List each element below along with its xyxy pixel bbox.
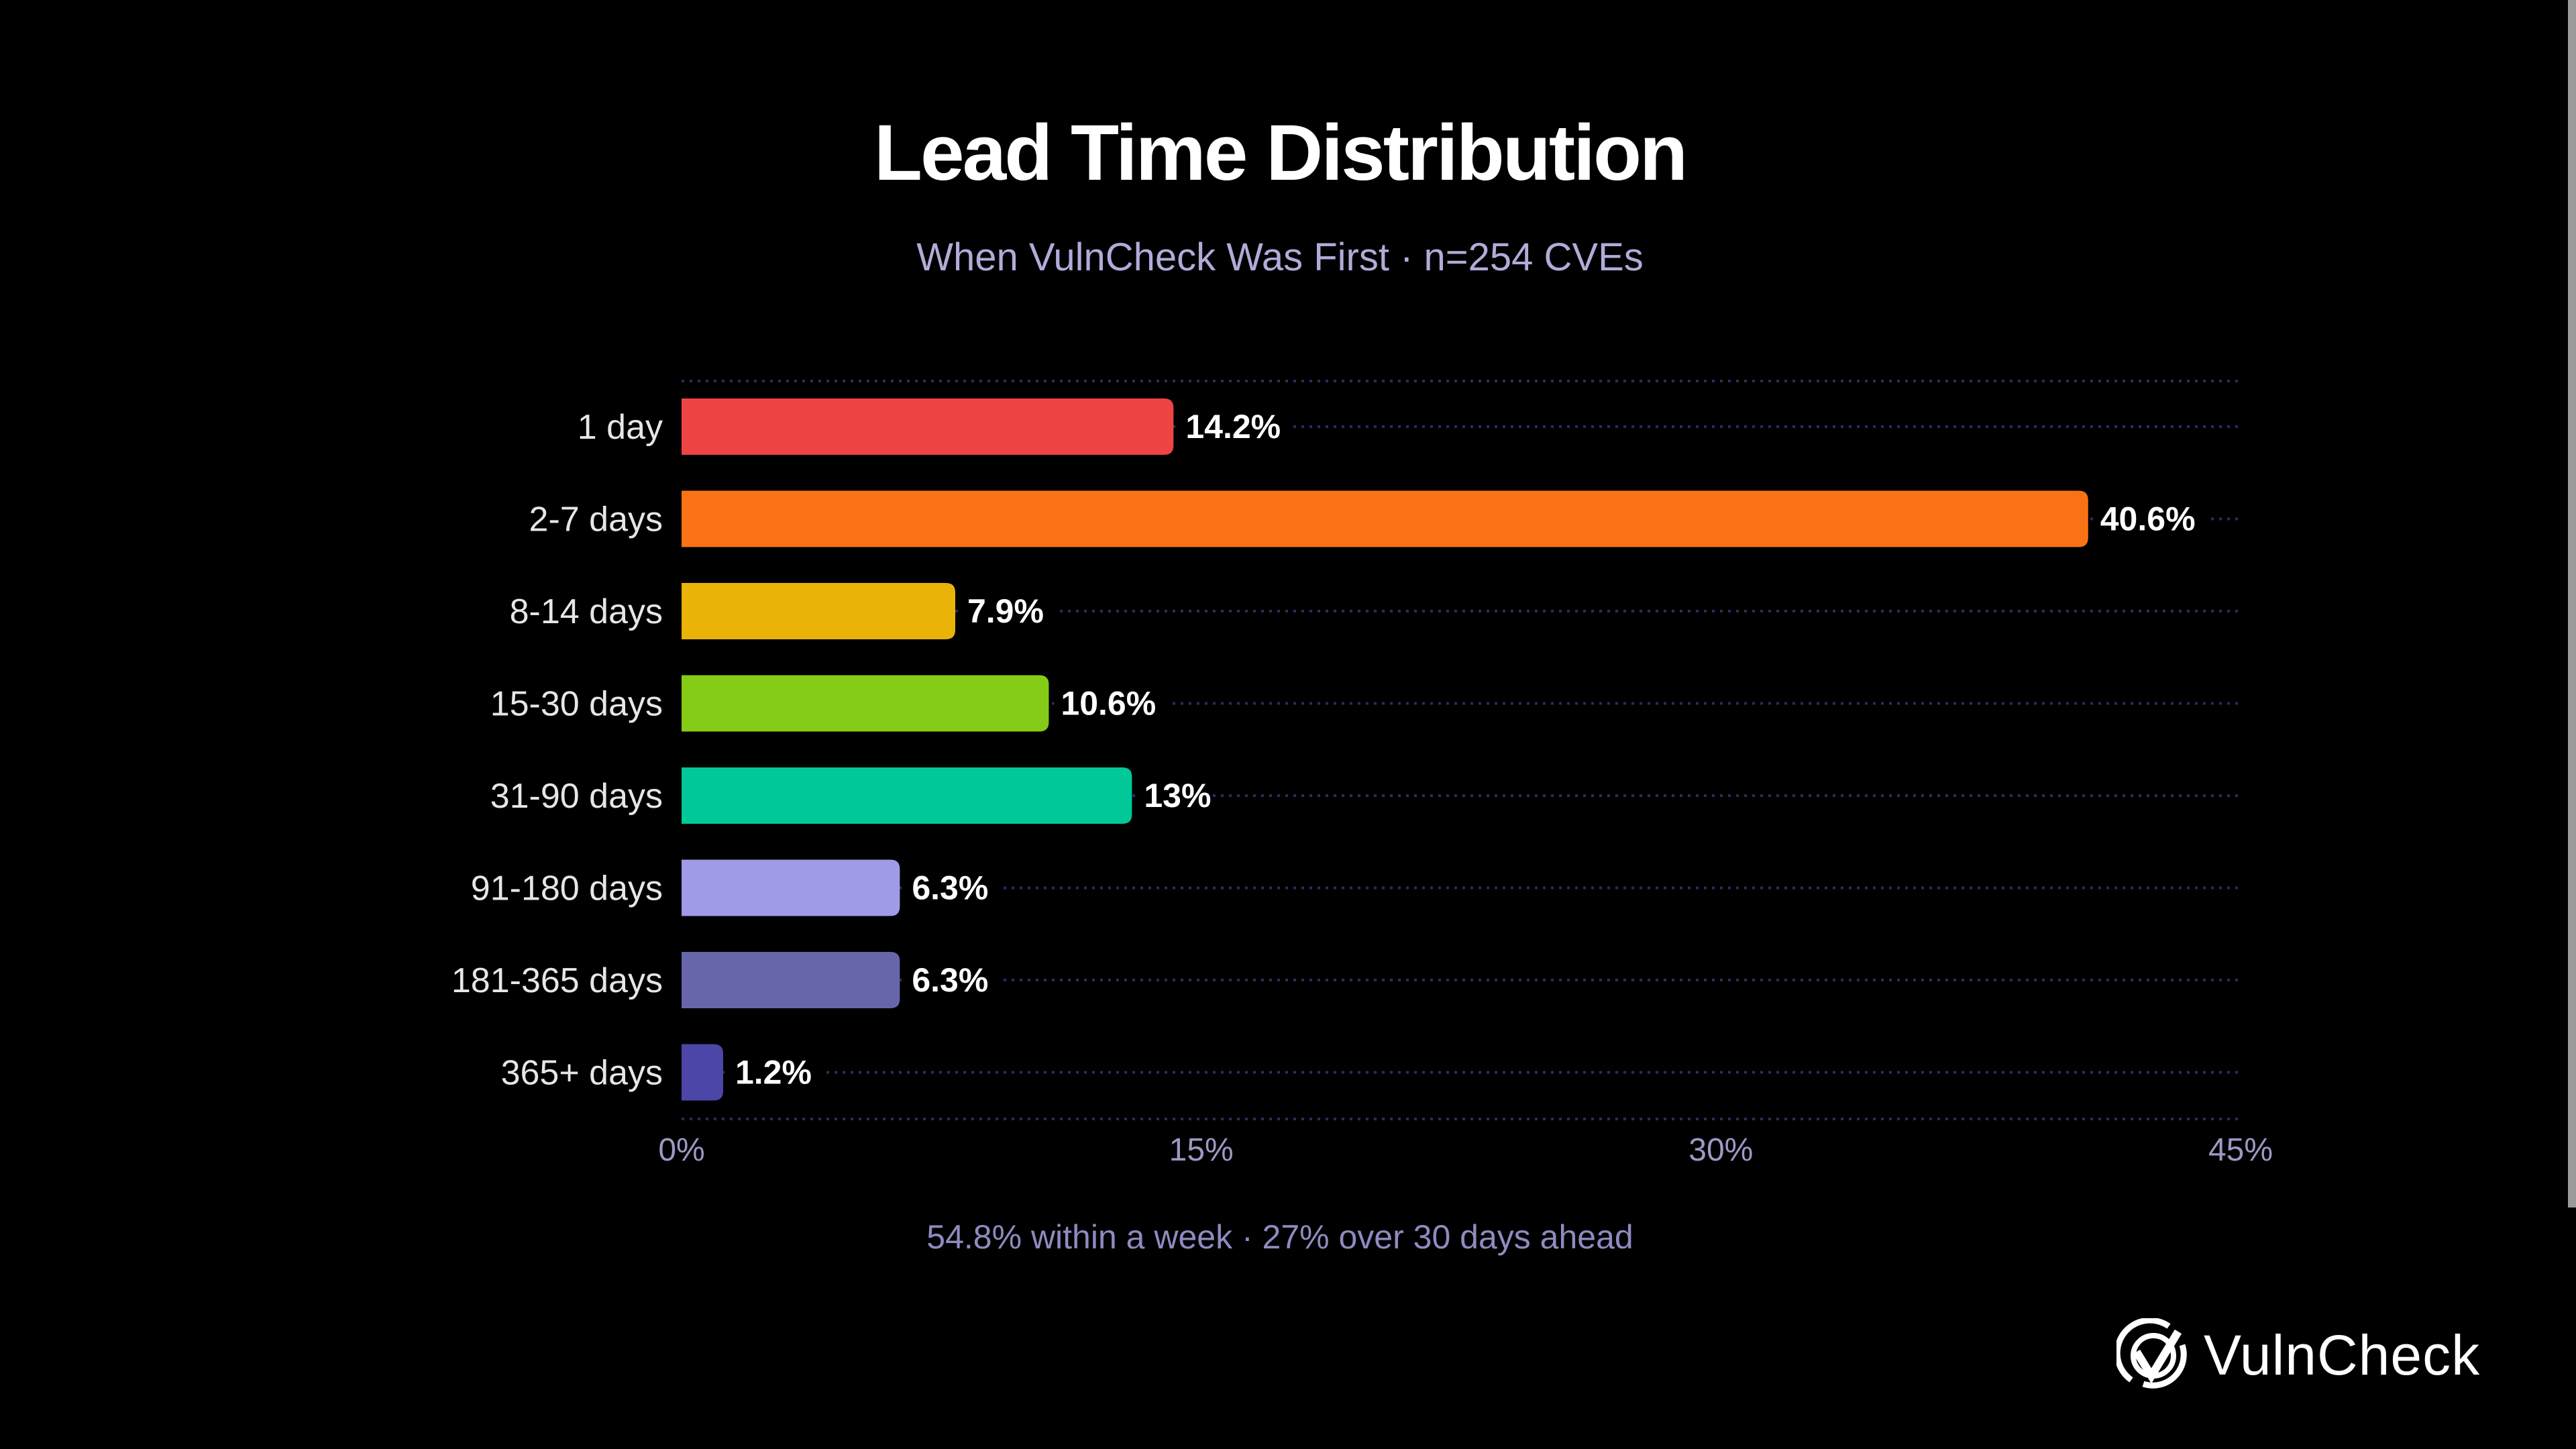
category-label: 91-180 days <box>471 869 663 908</box>
logo-text: VulnCheck <box>2204 1323 2481 1387</box>
chart-subtitle: When VulnCheck Was First · n=254 CVEs <box>916 235 1644 279</box>
value-label: 40.6% <box>2100 500 2196 538</box>
chart-footer-note: 54.8% within a week · 27% over 30 days a… <box>926 1218 1633 1256</box>
category-label: 31-90 days <box>490 777 663 816</box>
x-tick-label: 15% <box>1169 1132 1234 1168</box>
window-edge <box>2568 0 2576 1208</box>
vulncheck-logo: VulnCheck <box>2116 1315 2480 1395</box>
value-label-bg <box>1137 775 1212 816</box>
category-label: 1 day <box>578 408 663 447</box>
value-label: 14.2% <box>1185 408 1281 445</box>
value-labels: 14.2% 40.6% 7.9% 10.6% 13% 6.3% 6.3% 1.2% <box>728 407 2208 1093</box>
value-label: 7.9% <box>967 592 1044 630</box>
x-tick-label: 30% <box>1688 1132 1753 1168</box>
value-label: 13% <box>1144 777 1211 814</box>
value-label-bg <box>1179 407 1293 447</box>
value-label-bg <box>1054 683 1169 724</box>
value-label-bg <box>905 867 1000 908</box>
value-label-bg <box>2093 498 2208 539</box>
bar <box>682 767 1132 824</box>
bar <box>682 1044 723 1101</box>
value-label: 6.3% <box>912 869 988 907</box>
chart-title: Lead Time Distribution <box>873 109 1688 197</box>
bars <box>682 398 2088 1101</box>
value-label-bg <box>905 960 1000 1000</box>
category-label: 8-14 days <box>510 592 663 631</box>
check-circle-icon <box>2116 1318 2187 1389</box>
x-axis-ticks: 0% 15% 30% 45% <box>658 1132 2273 1168</box>
category-label: 365+ days <box>501 1054 663 1093</box>
value-label: 10.6% <box>1061 685 1156 722</box>
bar <box>682 398 1174 455</box>
category-labels: 1 day 2-7 days 8-14 days 15-30 days 31-90 da… <box>451 408 663 1093</box>
category-label: 181-365 days <box>451 961 663 1000</box>
category-label: 2-7 days <box>529 500 663 539</box>
bar <box>682 859 900 916</box>
bar <box>682 675 1049 732</box>
bar <box>682 583 955 639</box>
value-label-bg <box>960 591 1055 631</box>
value-label: 1.2% <box>735 1054 812 1091</box>
bar <box>682 952 900 1008</box>
x-tick-label: 0% <box>658 1132 704 1168</box>
bar <box>682 490 2088 547</box>
x-tick-label: 45% <box>2208 1132 2273 1168</box>
value-label: 6.3% <box>912 961 988 999</box>
category-label: 15-30 days <box>490 685 663 724</box>
value-label-bg <box>728 1052 822 1093</box>
